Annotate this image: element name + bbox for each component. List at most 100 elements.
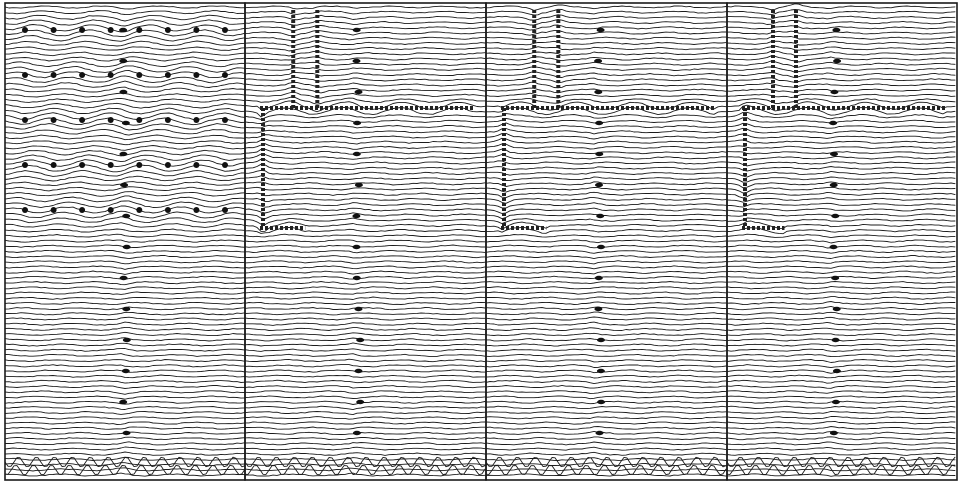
contour-line xyxy=(4,436,246,441)
contour-line xyxy=(4,181,246,187)
contour-line xyxy=(726,239,956,244)
contour-line xyxy=(485,348,727,352)
dark-blob xyxy=(222,207,228,213)
contour-line xyxy=(244,124,486,129)
contour-line xyxy=(244,207,486,214)
contour-line xyxy=(244,405,486,411)
contour-line xyxy=(726,60,956,68)
dark-blob xyxy=(119,89,128,95)
contour-line xyxy=(4,337,246,342)
dark-blob xyxy=(595,120,604,126)
dark-blob xyxy=(833,58,842,64)
contour-wave xyxy=(485,456,727,468)
contour-line xyxy=(726,301,956,306)
contour-line xyxy=(244,265,486,270)
contour-line xyxy=(485,411,727,415)
dark-blob xyxy=(596,368,605,374)
contour-line xyxy=(244,221,486,232)
contour-wave xyxy=(244,456,486,468)
contour-line xyxy=(726,77,956,83)
contour-line xyxy=(485,202,727,209)
dark-blob xyxy=(22,72,28,78)
contour-line xyxy=(4,102,246,109)
contour-line xyxy=(485,426,727,430)
contour-line xyxy=(485,113,727,119)
contour-line xyxy=(726,197,956,203)
dark-blob xyxy=(79,162,86,168)
contour-line xyxy=(726,321,956,326)
dark-blob xyxy=(352,213,361,219)
contour-line xyxy=(485,35,727,40)
contour-line xyxy=(726,176,956,183)
contour-line xyxy=(244,358,486,363)
contour-line xyxy=(726,66,956,73)
contour-line xyxy=(726,255,956,259)
dark-blob xyxy=(831,399,840,405)
contour-line xyxy=(726,151,956,155)
dark-blob xyxy=(222,117,228,123)
contour-line xyxy=(4,46,246,51)
panel-frame xyxy=(726,2,958,481)
dark-blob xyxy=(120,182,129,188)
dark-blob xyxy=(50,207,57,213)
contour-line xyxy=(726,98,956,104)
contour-line xyxy=(4,86,246,93)
dark-blob xyxy=(354,368,363,374)
dark-blob xyxy=(829,244,838,250)
contour-line xyxy=(485,436,727,440)
contour-line xyxy=(485,316,727,321)
contour-wave xyxy=(726,464,956,476)
contour-line xyxy=(726,364,956,369)
dark-blob xyxy=(354,89,363,95)
contour-line xyxy=(485,451,727,456)
contour-line xyxy=(485,249,727,254)
contour-line xyxy=(726,311,956,316)
contour-line xyxy=(485,260,727,265)
contour-line xyxy=(485,19,727,26)
contour-line xyxy=(4,281,246,286)
contour-line xyxy=(244,312,486,316)
dark-blob xyxy=(356,399,365,405)
contour-line xyxy=(4,384,246,389)
contour-line xyxy=(726,353,956,358)
contour-line xyxy=(4,35,246,42)
dark-blob xyxy=(193,207,200,213)
dark-blob xyxy=(829,120,838,126)
contour-line xyxy=(485,286,727,290)
contour-line xyxy=(244,452,486,456)
contour-line xyxy=(726,390,956,394)
contour-line xyxy=(244,217,486,226)
dark-blob xyxy=(107,162,114,168)
contour-line xyxy=(726,420,956,425)
contour-line xyxy=(726,220,956,229)
contour-line xyxy=(726,348,956,352)
contour-line xyxy=(244,249,486,254)
contour-line xyxy=(4,239,246,243)
contour-line xyxy=(726,50,956,57)
contour-line xyxy=(485,4,727,11)
contour-line xyxy=(244,56,486,61)
contour-line xyxy=(485,166,727,170)
dark-blob xyxy=(22,207,28,213)
contour-line xyxy=(244,50,486,57)
contour-line xyxy=(244,158,486,165)
contour-line xyxy=(4,395,246,400)
contour-line xyxy=(726,305,956,311)
contour-line xyxy=(726,82,956,88)
contour-line xyxy=(244,369,486,373)
contour-line xyxy=(4,316,246,321)
dark-blob xyxy=(352,27,361,33)
contour-line xyxy=(4,249,246,254)
contour-line xyxy=(244,270,486,275)
dark-blob xyxy=(832,306,841,312)
dark-blob xyxy=(121,120,130,126)
dark-blob xyxy=(107,72,114,78)
contour-line xyxy=(4,159,246,168)
dark-blob xyxy=(119,275,128,281)
contour-line xyxy=(726,343,956,347)
dark-blob xyxy=(831,275,840,281)
dark-blob xyxy=(594,306,603,312)
contour-panel xyxy=(244,2,487,481)
contour-line xyxy=(485,186,727,193)
